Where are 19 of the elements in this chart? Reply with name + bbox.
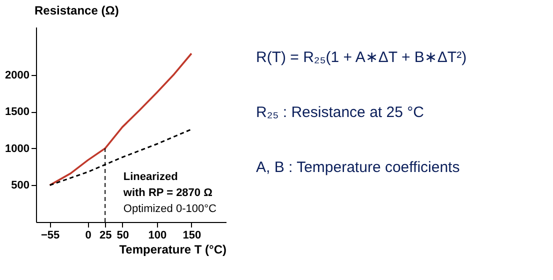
annotation: with RP = 2870 Ω — [122, 187, 213, 200]
x-tick-label: 50 — [116, 230, 129, 242]
x-tick-label: 0 — [85, 230, 92, 242]
text: R(T) = R₂₅(1 + A∗ΔT + B∗ΔT²) — [256, 49, 467, 66]
x-tick-label: 100 — [148, 230, 167, 242]
y-tick-label: 1500 — [5, 106, 30, 118]
y-tick-label: 2000 — [5, 69, 30, 82]
text: R₂₅ : Resistance at 25 °C — [256, 104, 424, 121]
text: A, B : Temperature coefficients — [256, 159, 460, 176]
y-tick-label: 500 — [11, 180, 30, 192]
annotation: Optimized 0-100°C — [123, 203, 217, 216]
x-tick-label: −55 — [40, 230, 60, 242]
x-axis-title: Temperature T (°C) — [119, 242, 226, 256]
x-tick-label: 150 — [182, 230, 202, 242]
x-tick-label: 25 — [99, 230, 112, 242]
y-axis-title: Resistance (Ω) — [34, 4, 119, 18]
y-tick-label: 1000 — [5, 142, 30, 155]
line-series — [48, 52, 192, 186]
annotation: Linearized — [123, 171, 178, 184]
